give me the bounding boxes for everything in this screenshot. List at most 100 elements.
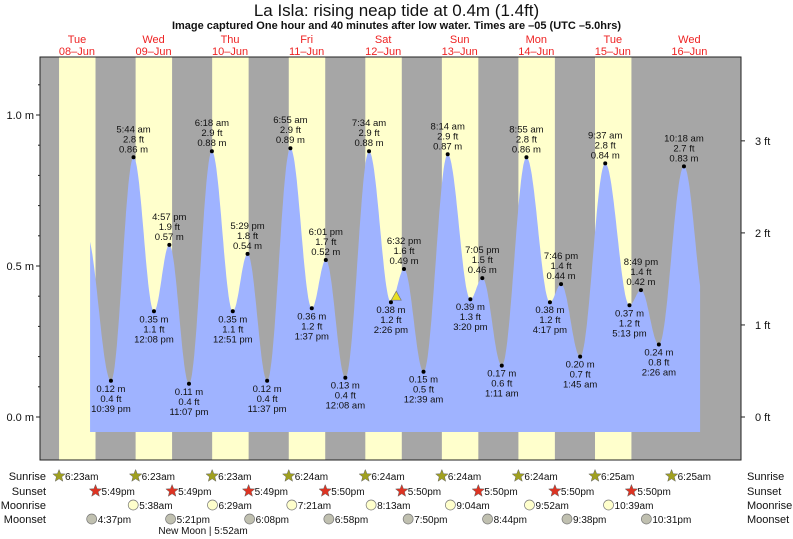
moonrise-moon-icon	[445, 499, 456, 511]
extreme-point	[524, 155, 529, 160]
low-tide-time: 11:37 pm	[248, 404, 287, 415]
extreme-point	[499, 363, 504, 368]
high-tide-ft: 2.7 ft	[673, 143, 694, 154]
sunrise-star-icon	[52, 468, 66, 482]
moonset-moon-icon	[561, 513, 573, 525]
extreme-point	[656, 342, 661, 347]
y-right-tick-label: 0 ft	[755, 412, 770, 424]
tide-area	[90, 148, 701, 433]
moonset-moon-icon	[402, 513, 414, 525]
high-tide-m: 0.83 m	[669, 153, 698, 164]
day-label-date: 13–Jun	[442, 46, 478, 58]
low-tide-ft: 1.1 ft	[143, 324, 164, 335]
day-label-weekday: Tue	[604, 34, 623, 46]
low-tide-m: 0.39 m	[456, 302, 485, 313]
low-tide-ft: 0.4 ft	[257, 394, 278, 405]
extreme-point	[421, 369, 426, 374]
day-label-weekday: Sat	[375, 34, 392, 46]
extreme-point	[151, 309, 156, 314]
sunrise-star-icon	[281, 468, 296, 482]
day-label-date: 11–Jun	[289, 46, 324, 58]
high-tide-time: 7:34 am	[352, 118, 386, 129]
extreme-point	[681, 164, 686, 169]
sunset-time: 5:49pm	[178, 487, 211, 498]
low-tide-ft: 0.6 ft	[491, 379, 512, 390]
sunrise-star-icon	[588, 468, 602, 482]
extreme-point	[131, 155, 136, 160]
extreme-point	[186, 381, 191, 386]
high-tide-ft: 1.8 ft	[237, 231, 258, 242]
low-tide-ft: 0.4 ft	[335, 391, 356, 402]
high-tide-m: 0.86 m	[119, 144, 148, 155]
row-label-sunset-right: Sunset	[747, 486, 781, 498]
low-tide-ft: 1.1 ft	[222, 324, 243, 335]
high-tide-m: 0.44 m	[547, 271, 576, 282]
low-tide-ft: 0.5 ft	[413, 385, 434, 396]
high-tide-m: 0.89 m	[276, 135, 305, 146]
high-tide-m: 0.52 m	[311, 247, 340, 258]
low-tide-ft: 0.8 ft	[648, 358, 669, 369]
row-label-moonrise-right: Moonrise	[747, 500, 792, 512]
moonrise-time: 6:29am	[218, 501, 251, 512]
high-tide-ft: 1.6 ft	[393, 246, 414, 257]
sunrise-star-icon	[435, 468, 449, 482]
day-label-date: 14–Jun	[518, 46, 554, 58]
extreme-point	[388, 300, 393, 305]
moonset-moon-icon	[641, 513, 652, 525]
high-tide-m: 0.54 m	[233, 241, 262, 252]
moonrise-time: 8:13am	[377, 501, 410, 512]
low-tide-m: 0.12 m	[96, 384, 125, 395]
moonset-moon-icon	[86, 513, 98, 525]
low-tide-ft: 1.2 ft	[619, 318, 640, 329]
low-tide-ft: 1.2 ft	[539, 315, 560, 326]
high-tide-ft: 2.9 ft	[358, 128, 379, 139]
row-label-sunrise-right: Sunrise	[747, 471, 784, 483]
low-tide-ft: 1.2 ft	[380, 315, 401, 326]
sunrise-star-icon	[128, 468, 143, 482]
day-label-date: 12–Jun	[365, 46, 401, 58]
high-tide-m: 0.49 m	[389, 256, 418, 267]
moonset-moon-icon	[482, 513, 493, 525]
high-tide-time: 4:57 pm	[152, 212, 186, 223]
chart-subtitle: Image captured One hour and 40 minutes a…	[171, 20, 622, 32]
extreme-point	[547, 300, 552, 305]
sunset-star-icon	[394, 483, 409, 497]
day-label-date: 08–Jun	[59, 46, 95, 58]
low-tide-time: 5:13 pm	[612, 328, 646, 339]
sunset-time: 5:49pm	[255, 487, 288, 498]
low-tide-ft: 1.3 ft	[460, 312, 481, 323]
low-tide-time: 3:20 pm	[453, 322, 487, 333]
high-tide-ft: 1.4 ft	[550, 261, 571, 272]
day-label-weekday: Sun	[450, 34, 470, 46]
extreme-point	[245, 251, 250, 256]
high-tide-ft: 1.5 ft	[472, 255, 493, 266]
high-tide-time: 8:14 am	[431, 121, 465, 132]
moonset-time: 5:21pm	[177, 515, 210, 526]
sunrise-time: 6:25am	[678, 472, 711, 483]
high-tide-time: 8:49 pm	[624, 257, 658, 268]
extreme-point	[480, 276, 485, 281]
y-left-tick-label: 0.5 m	[6, 261, 34, 273]
high-tide-time: 6:32 pm	[387, 236, 421, 247]
sunrise-time: 6:23am	[65, 472, 98, 483]
low-tide-ft: 0.7 ft	[570, 370, 591, 381]
high-tide-time: 6:18 am	[195, 118, 229, 129]
moonrise-time: 7:21am	[298, 501, 331, 512]
daylight-band	[59, 57, 96, 460]
moonset-time: 7:50pm	[414, 515, 447, 526]
extreme-point	[559, 282, 564, 287]
moon-phase-label: New Moon | 5:52am	[158, 526, 247, 537]
sunset-star-icon	[471, 483, 486, 497]
high-tide-m: 0.87 m	[433, 141, 462, 152]
sunrise-star-icon	[511, 468, 526, 482]
sunrise-time: 6:23am	[142, 472, 175, 483]
low-tide-m: 0.15 m	[409, 375, 438, 386]
sunrise-star-icon	[664, 468, 679, 482]
low-tide-time: 12:08 am	[326, 401, 366, 412]
high-tide-m: 0.46 m	[468, 265, 497, 276]
moonset-moon-icon	[244, 513, 255, 525]
high-tide-ft: 2.9 ft	[201, 128, 222, 139]
row-label-moonset: Moonset	[4, 514, 46, 526]
high-tide-m: 0.84 m	[591, 150, 620, 161]
moonrise-time: 9:04am	[456, 501, 489, 512]
